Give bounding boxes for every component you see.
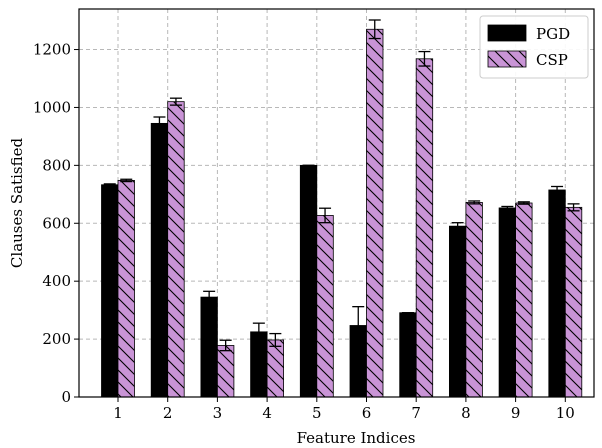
bar-csp	[117, 180, 135, 398]
x-tick-label: 4	[262, 404, 272, 422]
y-tick-label: 0	[61, 388, 71, 406]
error-bars	[103, 19, 580, 352]
legend: PGD CSP	[479, 15, 589, 79]
y-tick-label: 1000	[33, 98, 71, 116]
bar-pgd	[548, 189, 566, 398]
y-tick-label: 200	[42, 330, 71, 348]
legend-swatch-pgd	[487, 24, 527, 42]
bar-pgd	[498, 207, 517, 398]
bar-csp	[316, 215, 334, 398]
legend-swatch-csp	[487, 50, 527, 68]
bar-csp	[465, 202, 483, 398]
y-tick-label: 400	[42, 272, 71, 290]
ticks: 0 200 400 600 800 1000 1200 1 2 3 4 5 6 7 8 9 10	[33, 41, 575, 422]
x-tick-label: 10	[556, 404, 575, 422]
y-tick-label: 1200	[33, 41, 71, 59]
bar-csp	[415, 58, 434, 398]
x-tick-label: 3	[213, 404, 223, 422]
x-tick-label: 1	[113, 404, 123, 422]
x-tick-label: 2	[163, 404, 173, 422]
bar-pgd	[200, 296, 218, 398]
bar-pgd	[399, 312, 417, 398]
x-tick-label: 6	[362, 404, 372, 422]
x-tick-label: 9	[511, 404, 521, 422]
bar-csp	[167, 101, 185, 398]
bar-pgd	[299, 164, 318, 398]
bars	[101, 28, 583, 398]
y-tick-label: 600	[42, 214, 71, 232]
bar-csp	[366, 28, 384, 398]
bar-csp	[564, 206, 583, 398]
bar-pgd	[250, 331, 268, 398]
plot-frame	[78, 8, 595, 398]
x-axis-label: Feature Indices	[297, 429, 416, 447]
bar-pgd	[448, 225, 467, 398]
bar-csp	[266, 339, 285, 398]
x-tick-label: 5	[312, 404, 322, 422]
bar-pgd	[101, 184, 119, 398]
x-tick-label: 8	[461, 404, 471, 422]
y-axis-label: Clauses Satisfied	[8, 138, 26, 269]
bar-pgd	[150, 122, 169, 398]
y-tick-label: 800	[42, 156, 71, 174]
bar-csp	[216, 345, 235, 398]
bar-csp	[515, 202, 533, 398]
legend-label-pgd: PGD	[536, 25, 570, 43]
legend-label-csp: CSP	[536, 51, 568, 69]
x-tick-label: 7	[411, 404, 421, 422]
